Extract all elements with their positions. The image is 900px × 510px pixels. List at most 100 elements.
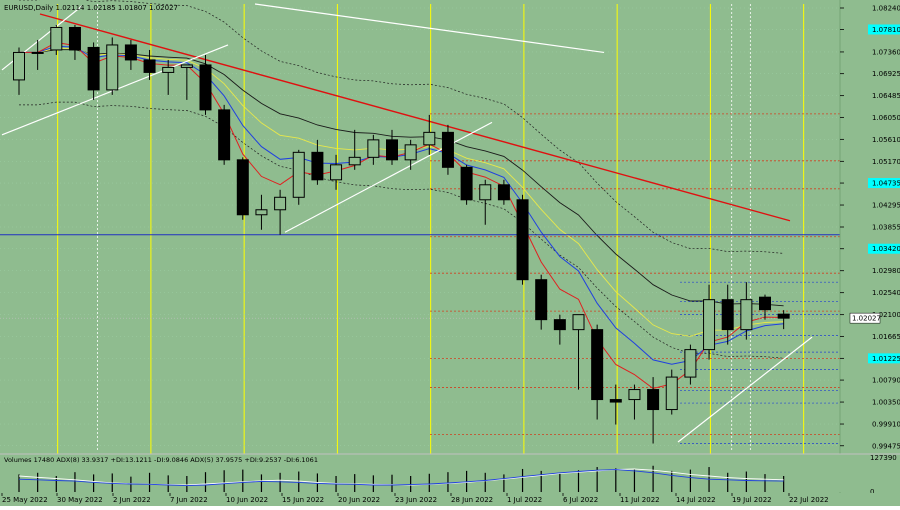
candle-body [572, 314, 585, 331]
candle-body [162, 66, 175, 73]
candle-body [777, 313, 790, 319]
candle-body [647, 389, 660, 411]
price-tick-label: 1.03855 [872, 224, 900, 232]
candle-body [292, 151, 305, 198]
date-tick-label: 20 Jun 2022 [338, 496, 380, 504]
candle-body [423, 131, 436, 146]
candle-body [274, 196, 287, 211]
highlighted-price-box [868, 353, 900, 364]
moving-average-slow [19, 49, 784, 307]
candle-body [516, 199, 529, 281]
price-tick-label: 1.01225 [872, 355, 900, 363]
date-tick-label: 25 May 2022 [2, 496, 48, 504]
current-price-box [849, 312, 881, 324]
red-downtrend-line [39, 13, 791, 222]
price-tick-label: 1.05610 [872, 136, 900, 144]
white-uptrend-line [677, 336, 813, 443]
candle-body [255, 209, 268, 216]
candle-body [665, 376, 678, 411]
chart-header: EURUSD,Daily 1.02114 1.02185 1.01807 1.0… [4, 4, 178, 12]
candle-body [628, 389, 641, 401]
candle-body [740, 299, 753, 331]
candle-body [106, 44, 119, 91]
date-tick-label: 19 Jul 2022 [732, 496, 772, 504]
candle-body [124, 44, 137, 61]
price-tick-label: 1.04295 [872, 202, 900, 210]
date-tick-label: 11 Jul 2022 [620, 496, 660, 504]
white-support-line [284, 121, 493, 233]
di-line [18, 469, 784, 487]
date-tick-label: 23 Jun 2022 [395, 496, 437, 504]
candle-body [236, 159, 249, 216]
candle-body [31, 51, 44, 54]
candle-body [180, 64, 193, 68]
candle-body [311, 151, 324, 181]
price-tick-label: 1.06925 [872, 70, 900, 78]
date-tick-label: 7 Jun 2022 [170, 496, 208, 504]
candle-body [87, 46, 100, 91]
envelope-lines [19, 0, 784, 359]
price-tick-label: 1.02980 [872, 267, 900, 275]
highlighted-price-box [868, 243, 900, 254]
price-axis: 1.08240 1.07810 1.07360 1.06925 1.06485 1.060… [839, 0, 900, 506]
candle-body [591, 329, 604, 401]
candle-body [479, 184, 492, 201]
price-tick-label: 1.02540 [872, 289, 900, 297]
price-tick-label: 0.99475 [872, 442, 900, 450]
price-tick-label: 1.01665 [872, 333, 900, 341]
indicator-panel: Volumes 17480 ADX(8) 33.9317 +DI:13.1211… [0, 453, 900, 496]
candle-body [386, 139, 398, 161]
candle-body [68, 26, 81, 51]
candle-body [497, 184, 510, 201]
candle-body [143, 59, 156, 73]
white-resistance-line [254, 3, 605, 54]
price-tick-label: 1.00350 [872, 399, 900, 407]
candle-body [218, 109, 231, 161]
envelope-lower [19, 101, 784, 359]
indicator-label: Volumes 17480 ADX(8) 33.9317 +DI:13.1211… [4, 456, 318, 464]
price-tick-label: 1.04735 [872, 180, 900, 188]
price-tick-label: 1.00790 [872, 377, 900, 385]
date-tick-label: 6 Jul 2022 [563, 496, 598, 504]
price-tick-label: 1.06050 [872, 114, 900, 122]
price-tick-label: 1.03420 [872, 245, 900, 253]
date-tick-label: 15 Jun 2022 [282, 496, 324, 504]
highlighted-price-box [868, 24, 900, 35]
candle-body [441, 131, 454, 168]
current-price-label: 1.02027 [852, 315, 881, 323]
moving-average-blue [19, 45, 784, 365]
candle-body [703, 299, 716, 351]
date-tick-label: 1 Jul 2022 [507, 496, 542, 504]
candle-body [460, 166, 473, 201]
candle-body [759, 296, 771, 311]
vertical-grid-lines [0, 4, 840, 492]
candle-body [367, 139, 380, 158]
candle-body [553, 319, 566, 331]
candle-body [721, 299, 734, 331]
price-tick-label: 0.99910 [872, 421, 900, 429]
date-tick-label: 14 Jul 2022 [676, 496, 716, 504]
candle-body [50, 26, 63, 51]
date-axis: 25 May 2022 30 May 2022 2 Jun 2022 7 Jun 20… [0, 493, 900, 506]
date-axis-background [0, 493, 900, 506]
price-tick-label: 1.07810 [872, 26, 900, 34]
candlesticks [13, 24, 790, 444]
date-tick-label: 22 Jul 2022 [789, 496, 829, 504]
price-tick-label: 1.05170 [872, 158, 900, 166]
candle-body [684, 349, 697, 378]
moving-average-yellow [19, 47, 784, 337]
envelope-upper [19, 0, 784, 254]
candle-body [609, 399, 622, 403]
price-tick-label: 1.07360 [872, 48, 900, 56]
date-tick-label: 10 Jun 2022 [226, 496, 268, 504]
candle-body [199, 64, 212, 111]
indicator-max-label: 127390 [870, 454, 897, 462]
candle-body [348, 156, 361, 166]
candle-body [330, 164, 343, 181]
price-tick-label: 1.06485 [872, 92, 900, 100]
date-tick-label: 2 Jun 2022 [113, 496, 151, 504]
price-tick-label: 1.02100 [872, 311, 900, 319]
